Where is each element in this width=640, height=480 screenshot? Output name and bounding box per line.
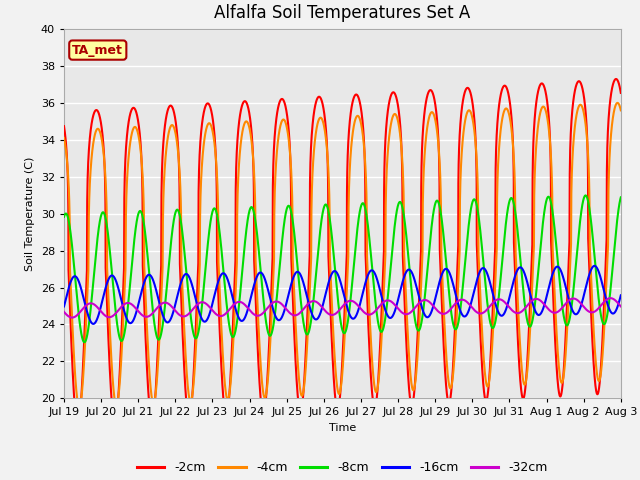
Title: Alfalfa Soil Temperatures Set A: Alfalfa Soil Temperatures Set A — [214, 4, 470, 22]
X-axis label: Time: Time — [329, 423, 356, 433]
Text: TA_met: TA_met — [72, 44, 124, 57]
Legend: -2cm, -4cm, -8cm, -16cm, -32cm: -2cm, -4cm, -8cm, -16cm, -32cm — [132, 456, 553, 480]
Y-axis label: Soil Temperature (C): Soil Temperature (C) — [25, 156, 35, 271]
